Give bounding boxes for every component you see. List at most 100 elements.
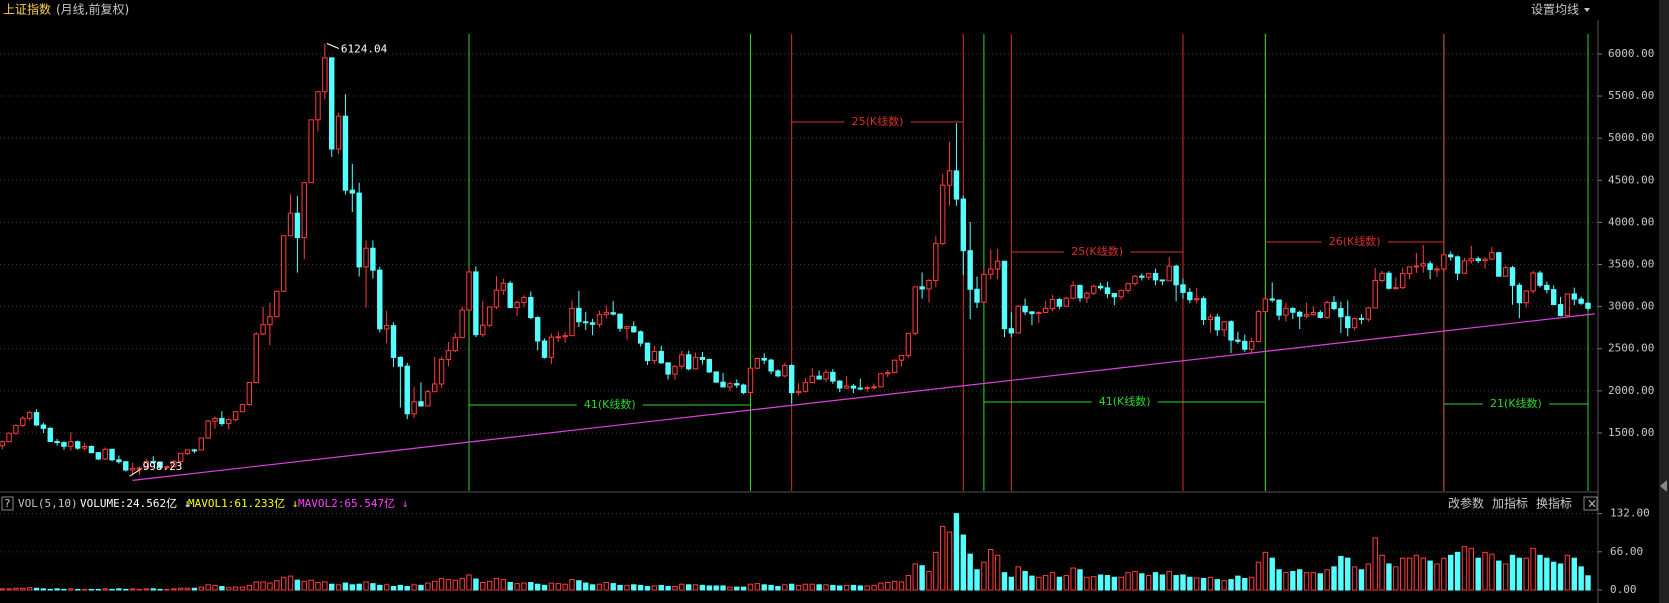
- span-label: 25(K线数): [1071, 244, 1123, 258]
- volume-bar: [1070, 567, 1076, 591]
- volume-bar: [624, 584, 630, 591]
- volume-bar: [706, 585, 712, 591]
- candle-body: [143, 460, 150, 469]
- volume-bar: [514, 583, 520, 591]
- volume-bar: [1180, 574, 1186, 591]
- candle-body: [438, 358, 445, 385]
- volume-bar: [370, 583, 376, 591]
- volume-bar: [946, 531, 953, 591]
- volume-bar: [1063, 575, 1069, 591]
- span-label: 41(K线数): [1099, 394, 1151, 408]
- candle-body: [212, 417, 218, 422]
- volume-bar: [1351, 566, 1358, 591]
- candle-body: [1042, 307, 1049, 314]
- volume-bar: [1413, 554, 1420, 591]
- volume-bar: [1132, 570, 1138, 591]
- span-label: 21(K线数): [1490, 396, 1542, 410]
- volume-tick-label: 132.00: [1610, 507, 1650, 520]
- candle-body: [1448, 254, 1454, 258]
- candle-body: [1331, 301, 1337, 310]
- volume-bar: [981, 561, 987, 591]
- volume-bar: [308, 579, 314, 591]
- candle-body: [1578, 298, 1584, 304]
- candle-body: [1537, 272, 1543, 286]
- indicator-values: VOLUME:24.562亿 ↓MAVOL1:61.233亿 ↓ MAVOL2:6…: [80, 497, 408, 510]
- volume-bar: [548, 582, 555, 591]
- help-box[interactable]: [1, 496, 14, 511]
- volume-bar: [521, 582, 527, 591]
- candle-body: [157, 461, 163, 468]
- scroll-handle[interactable]: [1660, 480, 1667, 492]
- volume-bar: [1386, 563, 1392, 591]
- candle-body: [226, 419, 232, 425]
- volume-bar: [425, 582, 431, 591]
- candle-body: [953, 170, 960, 200]
- volume-bar: [1372, 537, 1378, 591]
- volume-bar: [1303, 572, 1310, 591]
- indicator-button[interactable]: 换指标: [1536, 496, 1572, 511]
- candle-body: [33, 412, 40, 426]
- volume-bar: [363, 581, 369, 591]
- volume-bar: [1537, 554, 1543, 591]
- volume-bar: [33, 587, 40, 591]
- volume-bar: [864, 585, 870, 591]
- volume-bar: [480, 581, 486, 591]
- volume-bar: [699, 584, 706, 591]
- volume-bar: [1036, 576, 1042, 591]
- candle-body: [1345, 316, 1351, 329]
- help-button[interactable]: ?: [4, 497, 11, 510]
- volume-bar: [686, 584, 692, 591]
- candle-body: [335, 115, 342, 150]
- candle-body: [1571, 293, 1577, 300]
- volume-bar: [1461, 546, 1468, 591]
- volume-bar: [788, 583, 795, 591]
- settings-button[interactable]: 设置均线: [1531, 3, 1579, 17]
- candle-body: [596, 314, 603, 325]
- candle-body: [850, 385, 857, 389]
- volume-bar: [1489, 553, 1495, 591]
- volume-bar: [493, 577, 500, 591]
- candle-body: [280, 235, 287, 292]
- y-tick-label: 5000.00: [1608, 131, 1654, 144]
- volume-bar: [143, 588, 150, 591]
- candle-body: [617, 313, 623, 329]
- candle-body: [1296, 311, 1303, 317]
- candle-body: [20, 417, 26, 426]
- candle-body: [198, 437, 204, 451]
- candle-body: [164, 466, 170, 469]
- candle-body: [706, 358, 712, 373]
- volume-bar: [933, 551, 939, 591]
- candle-body: [857, 387, 864, 390]
- indicator-button[interactable]: 加指标: [1492, 496, 1528, 511]
- candle-body: [308, 119, 314, 184]
- volume-bar: [1454, 551, 1461, 591]
- candle-body: [699, 356, 706, 360]
- candle-body: [253, 333, 259, 384]
- volume-bar: [850, 584, 857, 591]
- candle-body: [988, 268, 994, 275]
- y-tick-label: 1500.00: [1608, 426, 1654, 439]
- candle-body: [1036, 312, 1042, 315]
- candle-body: [562, 335, 568, 338]
- candle-body: [1434, 268, 1440, 271]
- candle-body: [548, 336, 555, 358]
- candle-body: [754, 357, 761, 369]
- volume-bar: [1406, 557, 1413, 591]
- volume-bar: [1317, 573, 1323, 591]
- candle-body: [624, 326, 630, 329]
- candle-body: [1585, 302, 1591, 309]
- close-button[interactable]: ×: [1587, 497, 1597, 511]
- candle-body: [514, 301, 520, 309]
- volume-tick-label: 66.00: [1610, 545, 1643, 558]
- dropdown-arrow[interactable]: [1584, 8, 1590, 12]
- volume-bar: [1173, 575, 1179, 591]
- volume-bar: [1331, 566, 1337, 591]
- candle-body: [1180, 284, 1186, 293]
- close-box[interactable]: [1583, 496, 1598, 511]
- span-label-bg: [1321, 235, 1388, 249]
- candle-body: [534, 317, 541, 342]
- candle-body: [651, 350, 658, 362]
- indicator-button[interactable]: 改参数: [1448, 496, 1484, 511]
- candle-body: [363, 247, 369, 268]
